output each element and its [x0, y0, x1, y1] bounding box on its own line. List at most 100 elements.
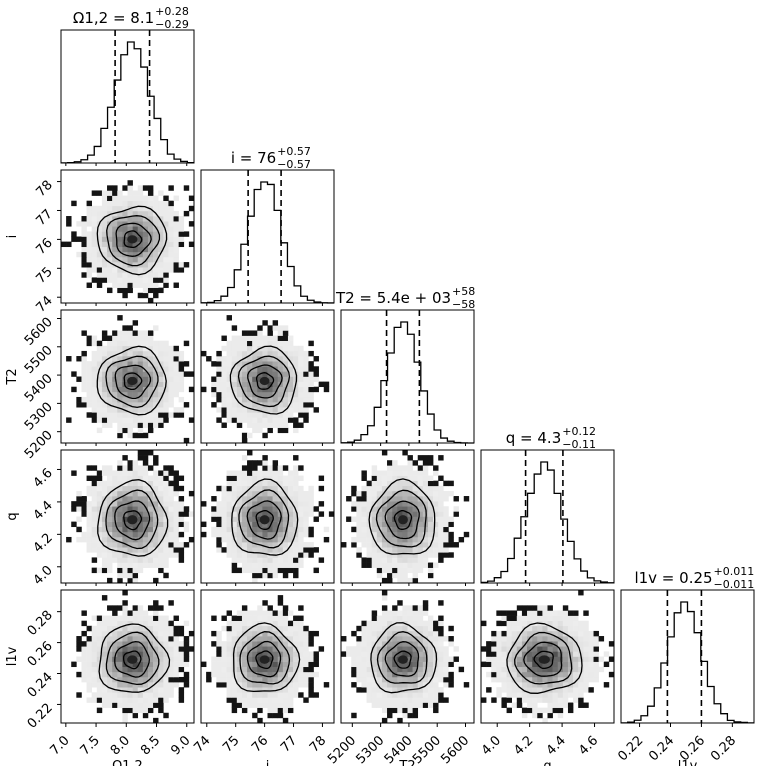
density-cell	[163, 661, 169, 668]
density-cell	[287, 557, 294, 563]
density-cell	[211, 666, 217, 673]
density-cell	[86, 205, 92, 212]
density-cell	[397, 542, 403, 548]
density-cell	[173, 226, 179, 232]
density-cell	[101, 277, 108, 283]
density-cell	[287, 671, 294, 678]
density-cell	[142, 465, 149, 471]
density-cell	[132, 335, 139, 341]
panel-frame	[60, 449, 195, 584]
density-cell	[402, 676, 408, 683]
density-cell	[168, 485, 174, 492]
density-cell	[267, 692, 273, 698]
density-cell	[163, 542, 169, 548]
density-cell	[298, 536, 304, 543]
density-cell	[112, 256, 118, 263]
density-cell	[96, 496, 103, 502]
density-cell	[397, 511, 403, 517]
density-cell	[231, 366, 238, 372]
density-cell	[158, 511, 164, 517]
density-cell	[438, 687, 444, 693]
density-cell	[417, 501, 424, 507]
density-cell	[402, 465, 408, 471]
density-cell	[443, 531, 449, 538]
density-cell	[407, 506, 413, 512]
density-cell	[168, 501, 174, 507]
density-cell	[147, 496, 154, 502]
density-cell	[537, 630, 543, 637]
density-cell	[371, 465, 378, 471]
title-0: Ω1,2 = 8.1	[73, 9, 154, 27]
density-cell	[158, 646, 164, 652]
density-cell	[598, 656, 605, 662]
density-cell	[158, 692, 164, 698]
density-cell	[277, 682, 284, 688]
density-cell	[142, 455, 149, 461]
density-cell	[247, 391, 253, 398]
density-core	[127, 376, 138, 386]
density-cell	[282, 521, 289, 528]
density-cell	[231, 485, 238, 492]
density-cell	[81, 641, 87, 647]
density-cell	[433, 666, 439, 673]
density-cell	[438, 526, 444, 533]
density-cell	[91, 501, 98, 507]
density-cell	[112, 641, 118, 647]
density-cell	[163, 356, 169, 362]
density-cell	[117, 536, 123, 543]
density-cell	[381, 450, 388, 456]
density-cell	[236, 646, 243, 652]
density-cell	[578, 702, 584, 708]
density-cell	[137, 651, 144, 657]
density-cell	[463, 682, 470, 688]
density-cell	[142, 671, 149, 678]
density-cell	[407, 501, 413, 507]
density-cell	[412, 567, 419, 574]
density-cell	[412, 521, 419, 528]
density-cell	[247, 615, 253, 621]
density-cell	[272, 350, 279, 357]
density-cell	[117, 475, 123, 481]
density-cell	[163, 251, 169, 258]
density-cell	[532, 641, 538, 647]
density-cell	[183, 656, 190, 662]
density-cell	[277, 501, 284, 507]
density-cell	[236, 620, 243, 627]
contour-1	[246, 640, 282, 678]
density-cell	[252, 516, 258, 522]
density-cell	[137, 241, 144, 248]
density-cell	[86, 475, 92, 481]
density-cell	[247, 345, 253, 352]
density-cell	[262, 396, 268, 403]
density-cell	[112, 610, 118, 616]
density-cell	[137, 210, 144, 217]
density-cell	[298, 465, 304, 471]
density-cell	[252, 577, 258, 584]
density-cell	[153, 422, 159, 428]
density-cell	[521, 692, 528, 698]
density-cell	[308, 366, 314, 372]
density-cell	[226, 531, 232, 538]
density-cell	[188, 646, 195, 652]
density-cell	[153, 376, 159, 382]
density-cell	[537, 646, 543, 652]
density-cell	[542, 636, 548, 642]
density-cell	[308, 682, 314, 688]
density-cell	[573, 646, 579, 652]
density-cell	[417, 490, 424, 497]
density-cell	[216, 511, 222, 517]
density-cell	[397, 470, 403, 476]
density-cell	[287, 707, 294, 714]
density-cell	[287, 417, 294, 423]
density-cell	[402, 666, 408, 673]
density-cell	[252, 376, 258, 382]
density-cell	[573, 636, 579, 642]
density-cell	[153, 682, 159, 688]
density-cell	[163, 371, 169, 377]
density-cell	[287, 480, 294, 487]
density-cell	[277, 676, 284, 683]
density-cell	[241, 381, 248, 388]
density-cell	[402, 496, 408, 502]
density-cell	[267, 506, 273, 512]
density-cell	[147, 480, 154, 487]
